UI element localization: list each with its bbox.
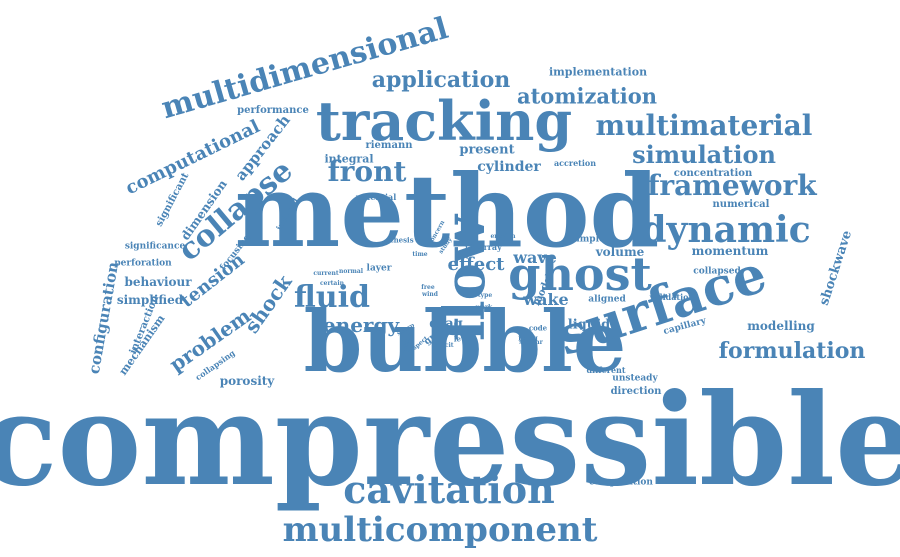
cloud-word: atomization: [517, 83, 657, 109]
cloud-word: tracking: [315, 89, 573, 153]
cloud-word: concentration: [673, 168, 753, 179]
cloud-word: work: [475, 304, 493, 311]
cloud-word: similar: [519, 339, 543, 346]
cloud-word: energy: [322, 313, 400, 337]
cloud-word: simplified: [116, 293, 184, 307]
cloud-word: ghost: [508, 247, 652, 301]
cloud-word: potential: [355, 192, 397, 202]
cloud-word: shockwave: [816, 228, 856, 308]
cloud-word: numerical: [712, 199, 770, 210]
cloud-word: simple: [571, 234, 605, 245]
cloud-word: fluid: [294, 280, 370, 315]
cloud-word: wake: [523, 290, 569, 309]
cloud-word: shock: [239, 270, 297, 338]
cloud-word: erosion: [490, 233, 516, 240]
cloud-word: front: [327, 155, 407, 188]
cloud-word: liquid: [567, 317, 611, 333]
cloud-word: drag: [429, 316, 463, 332]
cloud-word: unsteady: [612, 373, 658, 384]
cloud-word: array: [478, 242, 502, 252]
cloud-word: simulation: [632, 140, 776, 169]
cloud-word: current: [313, 270, 339, 277]
cloud-word: performance: [237, 105, 309, 116]
cloud-word: porosity: [219, 374, 275, 388]
cloud-word: integral: [324, 152, 374, 166]
cloud-word: multimaterial: [595, 109, 813, 142]
cloud-word: layer: [366, 263, 392, 274]
cloud-word: normal: [338, 268, 364, 275]
cloud-word: compressible: [0, 366, 900, 514]
cloud-word: type: [477, 292, 493, 299]
cloud-word: different: [586, 365, 626, 375]
cloud-word: certain: [320, 280, 344, 287]
cloud-word: cavitation: [343, 467, 555, 512]
cloud-word: code: [528, 323, 548, 333]
cloud-word: configuration: [84, 260, 123, 376]
cloud-word: volume: [595, 245, 645, 259]
cloud-word: time: [412, 251, 428, 258]
cloud-word: behaviour: [124, 275, 192, 289]
cloud-word: riemann: [365, 140, 413, 151]
cloud-word: level: [453, 334, 473, 344]
cloud-word: deficit: [432, 342, 454, 349]
cloud-word: aligned: [588, 294, 626, 305]
cloud-word: cylinder: [477, 159, 541, 175]
cloud-word: icing: [518, 333, 538, 343]
cloud-word: dynamic: [641, 209, 811, 251]
cloud-word: modelling: [747, 319, 815, 333]
cloud-word: direction: [610, 386, 662, 397]
cloud-word: collapsed: [693, 266, 741, 277]
cloud-word: bubble: [303, 292, 627, 391]
cloud-word: framework: [647, 169, 817, 202]
cloud-word: case: [465, 241, 483, 251]
cloud-word: momentum: [691, 244, 769, 258]
cloud-word: computation: [589, 477, 653, 488]
cloud-word: significance: [124, 241, 186, 252]
cloud-word: application: [371, 67, 511, 93]
cloud-word: wave: [513, 248, 557, 267]
cloud-word: free: [421, 284, 435, 291]
cloud-word: present: [459, 142, 515, 158]
cloud-word: perforation: [114, 258, 172, 269]
cloud-word: effect: [447, 254, 505, 275]
cloud-word: method: [234, 152, 660, 270]
cloud-word: novel: [454, 324, 478, 334]
cloud-word: implementation: [548, 65, 648, 79]
cloud-word: wind: [421, 291, 439, 298]
cloud-word: validation: [649, 292, 695, 302]
cloud-word: phase: [483, 305, 501, 312]
cloud-word: formulation: [718, 338, 866, 364]
cloud-word: thesis: [390, 235, 414, 245]
cloud-word: accretion: [553, 158, 597, 168]
cloud-word: multicomponent: [282, 510, 598, 550]
